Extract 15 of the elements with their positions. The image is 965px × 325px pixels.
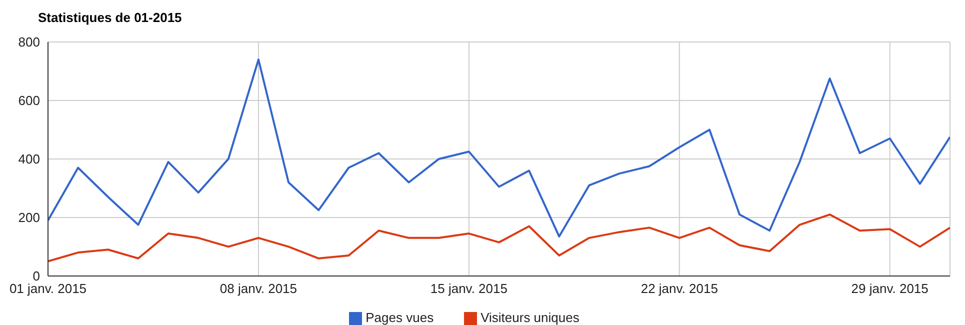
x-tick-label: 15 janv. 2015 [430, 281, 508, 296]
legend-label: Visiteurs uniques [480, 310, 580, 325]
y-tick-label: 400 [18, 152, 40, 167]
line-series [48, 58, 950, 238]
legend-label: Pages vues [366, 310, 434, 325]
x-tick-label: 08 janv. 2015 [220, 281, 298, 296]
chart-title: Statistiques de 01-2015 [38, 10, 182, 25]
y-tick-label: 600 [18, 93, 40, 108]
line-series [48, 214, 950, 262]
x-tick-label: 01 janv. 2015 [9, 281, 87, 296]
y-tick-label: 0 [32, 268, 40, 284]
y-tick-label: 200 [18, 210, 40, 226]
x-tick-label: 29 janv. 2015 [851, 281, 928, 296]
x-tick-label: 22 janv. 2015 [640, 281, 718, 296]
y-tick-label: 800 [18, 34, 40, 50]
